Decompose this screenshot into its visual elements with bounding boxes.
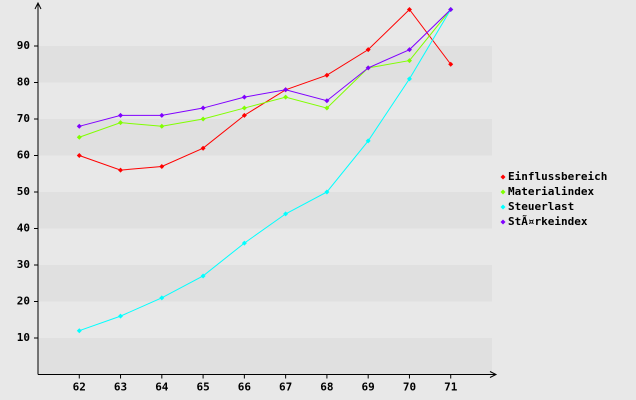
y-axis-arrow <box>34 1 42 10</box>
series-line <box>79 9 452 127</box>
point <box>200 116 206 122</box>
x-tick-label: 71 <box>444 381 458 394</box>
x-tick-label: 67 <box>279 381 292 394</box>
x-tick-label: 66 <box>238 381 252 394</box>
point <box>448 7 454 12</box>
point <box>200 273 206 279</box>
point <box>118 120 124 126</box>
grid-band <box>38 82 492 119</box>
grid-band <box>38 301 492 338</box>
point <box>241 112 247 118</box>
point <box>406 47 412 53</box>
legend-label: Materialindex <box>508 185 594 198</box>
point <box>283 211 289 217</box>
series-line <box>79 9 452 332</box>
x-tick-label: 68 <box>320 381 333 394</box>
point <box>76 123 82 129</box>
y-tick-label: 80 <box>17 76 30 89</box>
point <box>76 153 82 158</box>
x-tick-label: 64 <box>155 381 169 394</box>
point <box>76 328 82 334</box>
point <box>324 72 330 78</box>
legend-marker <box>500 189 506 195</box>
y-tick-label: 10 <box>17 331 30 344</box>
point <box>159 112 165 118</box>
point <box>241 105 247 111</box>
point <box>76 134 82 140</box>
point <box>200 105 206 111</box>
point <box>324 98 330 104</box>
point <box>324 105 330 111</box>
point <box>118 167 124 173</box>
x-tick-label: 70 <box>403 381 416 394</box>
legend-label: Steuerlast <box>508 200 574 213</box>
x-tick-label: 63 <box>114 381 127 394</box>
legend-label: Einflussbereich <box>508 170 607 183</box>
point <box>118 112 124 118</box>
point <box>241 94 247 100</box>
y-tick-label: 20 <box>17 295 30 308</box>
point <box>118 313 124 319</box>
point <box>406 7 412 12</box>
y-tick-label: 30 <box>17 258 30 271</box>
grid-band <box>38 228 492 265</box>
legend-marker <box>500 219 506 225</box>
x-tick-label: 69 <box>362 381 375 394</box>
point <box>406 58 412 64</box>
point <box>241 240 247 246</box>
point <box>324 189 330 195</box>
legend-marker <box>500 174 506 180</box>
grid-band <box>38 9 492 46</box>
point <box>159 295 165 301</box>
grid-band <box>38 155 492 192</box>
point <box>406 76 412 82</box>
x-tick-label: 62 <box>73 381 86 394</box>
y-tick-label: 60 <box>17 149 30 162</box>
y-tick-label: 50 <box>17 185 30 198</box>
point <box>365 65 371 71</box>
point <box>283 94 289 100</box>
point <box>448 61 454 67</box>
x-axis-arrow <box>489 371 498 378</box>
point <box>283 87 289 93</box>
series-line <box>79 9 452 138</box>
point <box>365 138 371 144</box>
point <box>200 145 206 151</box>
y-tick-label: 70 <box>17 112 30 125</box>
point <box>159 163 165 169</box>
x-tick-label: 65 <box>196 381 209 394</box>
legend-label: StÃ¤rkeindex <box>508 215 588 228</box>
y-tick-label: 90 <box>17 39 30 52</box>
y-tick-label: 40 <box>17 222 30 235</box>
point <box>365 47 371 53</box>
legend-marker <box>500 204 506 210</box>
point <box>159 123 165 129</box>
